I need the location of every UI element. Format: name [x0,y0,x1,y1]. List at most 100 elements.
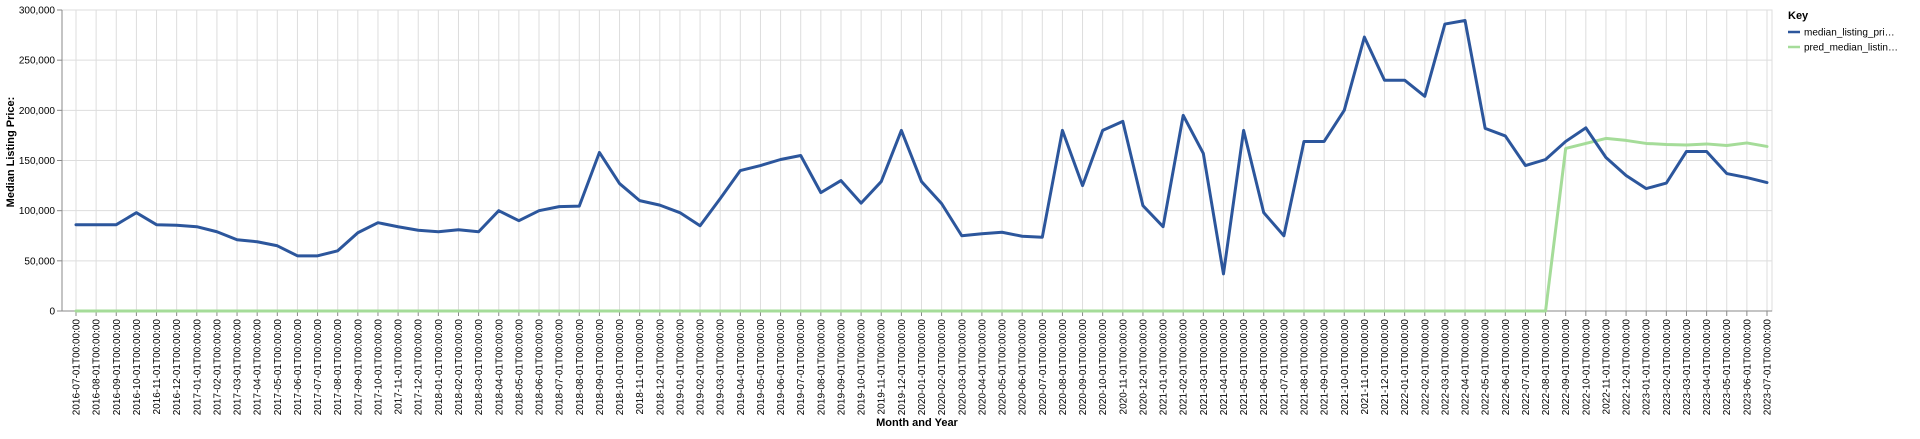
x-tick-label: 2020-09-01T00:00:00 [1078,319,1089,416]
x-axis-title: Month and Year [876,417,958,429]
x-tick-label: 2022-12-01T00:00:00 [1622,319,1633,416]
series-line-pred-median-listing-price [74,136,1769,313]
x-tick-label: 2017-02-01T00:00:00 [212,319,223,416]
x-tick-label: 2020-06-01T00:00:00 [1018,319,1029,416]
x-tick-label: 2021-01-01T00:00:00 [1159,319,1170,416]
y-tick-label: 200,000 [19,106,56,117]
y-axis-title: Median Listing Price: [5,97,17,208]
x-tick-label: 2019-07-01T00:00:00 [796,319,807,416]
x-tick-label: 2018-06-01T00:00:00 [535,319,546,416]
x-tick-label: 2021-11-01T00:00:00 [1360,319,1371,415]
x-tick-label: 2020-11-01T00:00:00 [1118,319,1129,415]
x-tick-label: 2020-02-01T00:00:00 [937,319,948,416]
x-tick-label: 2018-03-01T00:00:00 [474,319,485,416]
x-tick-label: 2016-11-01T00:00:00 [152,319,163,415]
x-tick-label: 2019-02-01T00:00:00 [696,319,707,416]
x-tick-label: 2019-05-01T00:00:00 [756,319,767,416]
x-tick-label: 2019-10-01T00:00:00 [857,319,868,416]
legend-title: Key [1788,10,1809,22]
x-tick-label: 2017-05-01T00:00:00 [273,319,284,416]
gridlines [61,9,1773,312]
x-tick-label: 2018-01-01T00:00:00 [434,319,445,416]
series-layer [74,19,1769,313]
x-tick-label: 2022-06-01T00:00:00 [1501,319,1512,416]
x-tick-label: 2020-01-01T00:00:00 [917,319,928,416]
x-tick-label: 2021-05-01T00:00:00 [1239,319,1250,416]
x-tick-label: 2022-04-01T00:00:00 [1461,319,1472,416]
x-tick-label: 2018-07-01T00:00:00 [555,319,566,416]
x-tick-label: 2018-02-01T00:00:00 [454,319,465,416]
x-tick-label: 2019-09-01T00:00:00 [836,319,847,416]
x-tick-label: 2020-08-01T00:00:00 [1058,319,1069,416]
x-tick-label: 2017-06-01T00:00:00 [293,319,304,416]
x-tick-label: 2020-10-01T00:00:00 [1098,319,1109,416]
x-tick-label: 2020-07-01T00:00:00 [1038,319,1049,416]
x-tick-label: 2021-07-01T00:00:00 [1279,319,1290,416]
y-tick-label: 150,000 [19,156,56,167]
x-tick-label: 2020-12-01T00:00:00 [1138,319,1149,416]
x-tick-label: 2021-06-01T00:00:00 [1259,319,1270,416]
x-tick-label: 2017-08-01T00:00:00 [333,319,344,416]
x-tick-label: 2016-10-01T00:00:00 [132,319,143,416]
x-tick-label: 2018-11-01T00:00:00 [635,319,646,415]
x-tick-label: 2017-01-01T00:00:00 [192,319,203,416]
x-tick-label: 2017-03-01T00:00:00 [233,319,244,416]
x-tick-label: 2023-05-01T00:00:00 [1722,319,1733,416]
x-tick-label: 2018-08-01T00:00:00 [575,319,586,416]
legend-label: median_listing_pri… [1804,28,1895,39]
x-tick-label: 2022-10-01T00:00:00 [1581,319,1592,416]
y-tick-label: 300,000 [19,6,56,17]
x-tick-label: 2018-09-01T00:00:00 [595,319,606,416]
x-tick-label: 2016-08-01T00:00:00 [92,319,103,416]
x-tick-label: 2021-04-01T00:00:00 [1219,319,1230,416]
x-tick-label: 2022-08-01T00:00:00 [1541,319,1552,416]
x-tick-label: 2022-01-01T00:00:00 [1400,319,1411,416]
y-tick-label: 250,000 [19,56,56,67]
x-tick-label: 2019-08-01T00:00:00 [816,319,827,416]
x-tick-label: 2017-11-01T00:00:00 [394,319,405,415]
x-tick-label: 2019-01-01T00:00:00 [675,319,686,416]
x-tick-label: 2023-04-01T00:00:00 [1702,319,1713,416]
x-tick-label: 2023-02-01T00:00:00 [1662,319,1673,416]
x-tick-label: 2021-03-01T00:00:00 [1199,319,1210,416]
x-tick-label: 2022-07-01T00:00:00 [1521,319,1532,416]
legend-label: pred_median_listin… [1804,43,1898,54]
y-tick-label: 50,000 [24,256,55,267]
x-tick-label: 2019-03-01T00:00:00 [716,319,727,416]
x-tick-label: 2022-05-01T00:00:00 [1481,319,1492,416]
legend: Key median_listing_pri… pred_median_listi… [1788,10,1898,54]
y-axis: 0 50,000 100,000 150,000 200,000 250,000 300,0… [19,6,63,318]
x-tick-label: 2021-12-01T00:00:00 [1380,319,1391,416]
x-tick-label: 2017-04-01T00:00:00 [253,319,264,416]
x-tick-label: 2020-03-01T00:00:00 [957,319,968,416]
y-tick-label: 0 [49,307,55,318]
x-tick-label: 2017-12-01T00:00:00 [414,319,425,416]
x-tick-label: 2021-10-01T00:00:00 [1340,319,1351,416]
y-tick-label: 100,000 [19,206,56,217]
x-tick-label: 2022-03-01T00:00:00 [1440,319,1451,416]
x-tick-label: 2021-02-01T00:00:00 [1179,319,1190,416]
x-tick-label: 2022-11-01T00:00:00 [1601,319,1612,415]
x-tick-label: 2018-10-01T00:00:00 [615,319,626,416]
x-tick-label: 2023-06-01T00:00:00 [1742,319,1753,416]
x-tick-label: 2019-12-01T00:00:00 [897,319,908,416]
x-tick-label: 2019-04-01T00:00:00 [736,319,747,416]
x-tick-label: 2023-07-01T00:00:00 [1763,319,1774,416]
x-tick-label: 2017-09-01T00:00:00 [353,319,364,416]
x-tick-label: 2023-03-01T00:00:00 [1682,319,1693,416]
x-tick-label: 2019-06-01T00:00:00 [776,319,787,416]
x-tick-label: 2016-12-01T00:00:00 [172,319,183,416]
x-tick-label: 2016-09-01T00:00:00 [112,319,123,416]
x-tick-label: 2020-05-01T00:00:00 [998,319,1009,416]
series-line-median-listing-price [74,19,1769,276]
x-tick-label: 2017-07-01T00:00:00 [313,319,324,416]
x-axis: 2016-07-01T00:00:00 2016-08-01T00:00:00 20… [62,310,1774,416]
x-tick-label: 2017-10-01T00:00:00 [373,319,384,416]
x-tick-label: 2021-09-01T00:00:00 [1320,319,1331,416]
x-tick-label: 2020-04-01T00:00:00 [977,319,988,416]
x-tick-label: 2021-08-01T00:00:00 [1299,319,1310,416]
x-tick-label: 2022-02-01T00:00:00 [1420,319,1431,416]
x-tick-label: 2018-04-01T00:00:00 [494,319,505,416]
